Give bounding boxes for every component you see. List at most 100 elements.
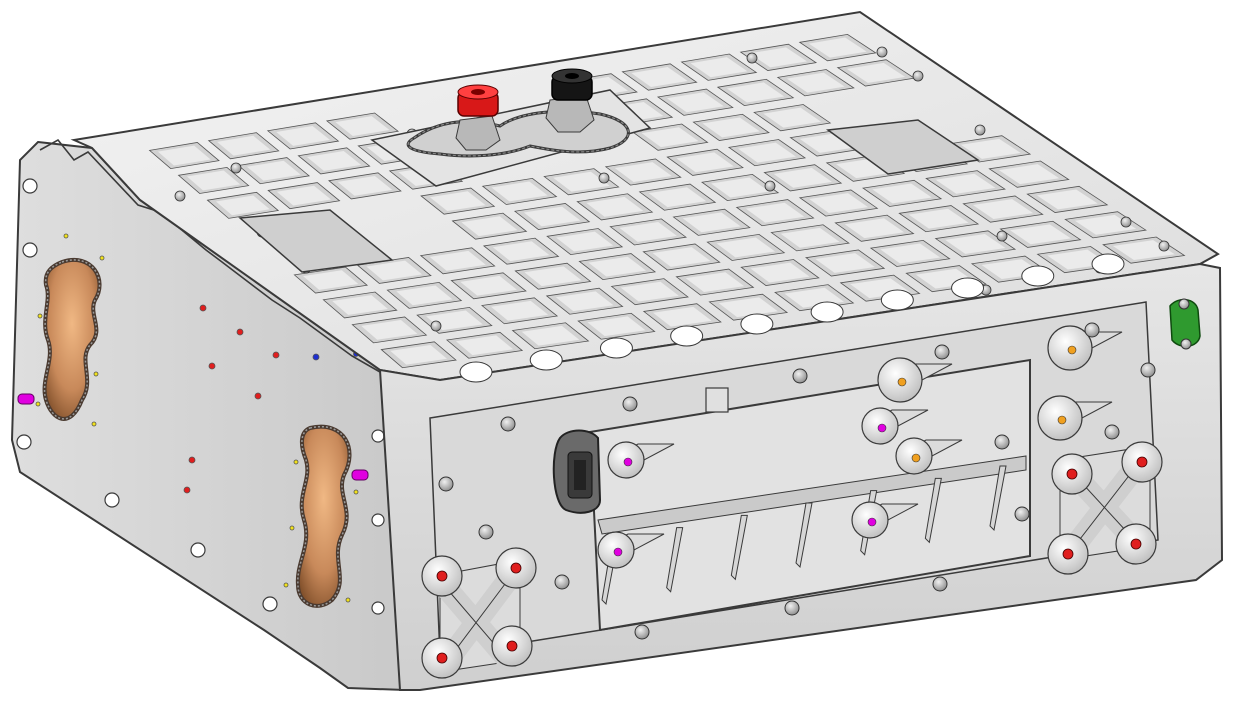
housing-fin bbox=[924, 477, 942, 544]
lip-scallop bbox=[951, 277, 985, 299]
top-pocket-floor bbox=[682, 212, 741, 233]
connector-plug bbox=[552, 429, 602, 514]
top-pocket-floor bbox=[972, 199, 1034, 220]
top-pocket-floor bbox=[815, 253, 875, 273]
mount-pad-hole bbox=[1136, 456, 1148, 468]
boss-hole bbox=[1067, 345, 1077, 355]
top-pocket-floor bbox=[614, 162, 672, 182]
access-panel-left bbox=[238, 209, 394, 273]
top-pocket-floor bbox=[880, 243, 941, 264]
mount-pad-hole bbox=[1130, 538, 1142, 550]
top-pocket-floor bbox=[587, 316, 646, 337]
boss-hole bbox=[877, 423, 887, 433]
top-pocket-floor bbox=[523, 206, 581, 227]
lip-scallop bbox=[459, 361, 493, 383]
top-pocket-floor bbox=[749, 47, 807, 68]
front-bolt bbox=[1140, 362, 1156, 378]
lip-scallop bbox=[740, 313, 774, 335]
top-screw bbox=[1158, 240, 1170, 252]
lip-scallop bbox=[880, 289, 914, 311]
top-pocket-floor bbox=[556, 231, 614, 252]
top-pocket-floor bbox=[455, 335, 514, 356]
front-bolt bbox=[622, 396, 638, 412]
top-pocket-floor bbox=[492, 241, 550, 262]
top-screw bbox=[230, 162, 242, 174]
front-bolt bbox=[438, 476, 454, 492]
top-pocket-floor bbox=[332, 295, 388, 315]
side-plate-slots bbox=[16, 178, 385, 615]
top-screw bbox=[996, 230, 1008, 242]
end-plate bbox=[10, 138, 408, 692]
top-pocket-floor bbox=[586, 196, 644, 217]
top-pocket-floor bbox=[366, 260, 423, 281]
negative-terminal bbox=[545, 68, 595, 133]
top-screw bbox=[764, 180, 776, 192]
top-pocket-floor bbox=[631, 67, 688, 88]
top-pocket-floor bbox=[215, 195, 270, 216]
boss-hole bbox=[1057, 415, 1067, 425]
lip-scallop bbox=[599, 337, 633, 359]
lip-scallop bbox=[1021, 265, 1055, 287]
front-bolt bbox=[784, 600, 800, 616]
top-pocket-floor bbox=[960, 138, 1021, 159]
top-screw bbox=[174, 190, 186, 202]
top-pocket-floor bbox=[306, 150, 362, 171]
top-screw bbox=[598, 172, 610, 184]
top-pocket-floor bbox=[738, 142, 796, 163]
top-pocket-floor bbox=[461, 216, 518, 237]
top-pocket-floor bbox=[716, 237, 776, 258]
boss-hole bbox=[897, 377, 907, 387]
top-pocket-floor bbox=[690, 57, 748, 78]
top-pocket-floor bbox=[396, 285, 453, 306]
ground-clip bbox=[1169, 298, 1201, 350]
top-pocket-floor bbox=[157, 145, 211, 166]
top-pocket-floor bbox=[648, 187, 707, 208]
front-bolts bbox=[438, 322, 1156, 640]
top-screw bbox=[430, 320, 442, 332]
top-pocket-floor bbox=[641, 127, 699, 148]
front-bolt bbox=[932, 576, 948, 592]
top-pocket-floor bbox=[1010, 224, 1071, 245]
boss-hole bbox=[623, 457, 633, 467]
front-bolt bbox=[792, 368, 808, 384]
top-pocket-floor bbox=[773, 167, 832, 188]
mount-pad-hole bbox=[436, 652, 448, 664]
mount-pads bbox=[421, 441, 1163, 679]
top-cover bbox=[70, 10, 1220, 382]
lip-scallop bbox=[529, 349, 563, 371]
magenta-pin-left bbox=[17, 393, 35, 405]
top-pocket-floor bbox=[652, 247, 711, 267]
top-screw bbox=[1120, 216, 1132, 228]
front-bolt bbox=[934, 344, 950, 360]
top-pocket-floor bbox=[945, 233, 1006, 254]
boss-hole bbox=[613, 547, 623, 557]
copper-port-right bbox=[295, 424, 352, 608]
lip-scallop bbox=[670, 325, 704, 347]
positive-terminal bbox=[455, 84, 501, 151]
top-pocket-floor bbox=[786, 72, 845, 93]
top-pocket-floor bbox=[524, 266, 582, 287]
mount-pad-hole bbox=[510, 562, 522, 574]
top-pocket-floor bbox=[745, 202, 805, 223]
top-pocket-floor bbox=[750, 262, 810, 283]
front-lip-scallops bbox=[459, 253, 1125, 383]
front-bolt bbox=[1104, 424, 1120, 440]
top-pocket-floor bbox=[460, 275, 517, 296]
front-bolt bbox=[500, 416, 516, 432]
top-pocket-floor bbox=[1036, 189, 1098, 210]
top-pocket-floor bbox=[619, 222, 677, 242]
top-pocket-floor bbox=[872, 183, 932, 204]
top-pocket-floor bbox=[555, 291, 614, 312]
top-pocket-floor bbox=[361, 320, 418, 340]
top-pocket-floor bbox=[846, 62, 906, 83]
top-pocket-floor bbox=[429, 250, 486, 271]
top-pocket-floor bbox=[844, 218, 905, 239]
top-pocket-floor bbox=[337, 175, 393, 196]
top-pocket-floor bbox=[998, 164, 1060, 185]
top-pocket-floor bbox=[666, 92, 724, 113]
top-pocket-floor bbox=[491, 181, 548, 202]
boss-hole bbox=[867, 517, 877, 527]
top-pocket-floor bbox=[217, 135, 271, 156]
top-pocket-floor bbox=[676, 152, 734, 173]
front-bolt bbox=[478, 524, 494, 540]
